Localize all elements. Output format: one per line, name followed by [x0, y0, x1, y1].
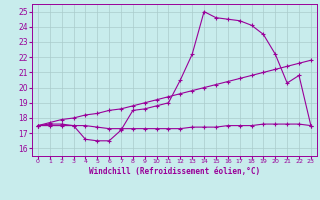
X-axis label: Windchill (Refroidissement éolien,°C): Windchill (Refroidissement éolien,°C) — [89, 167, 260, 176]
